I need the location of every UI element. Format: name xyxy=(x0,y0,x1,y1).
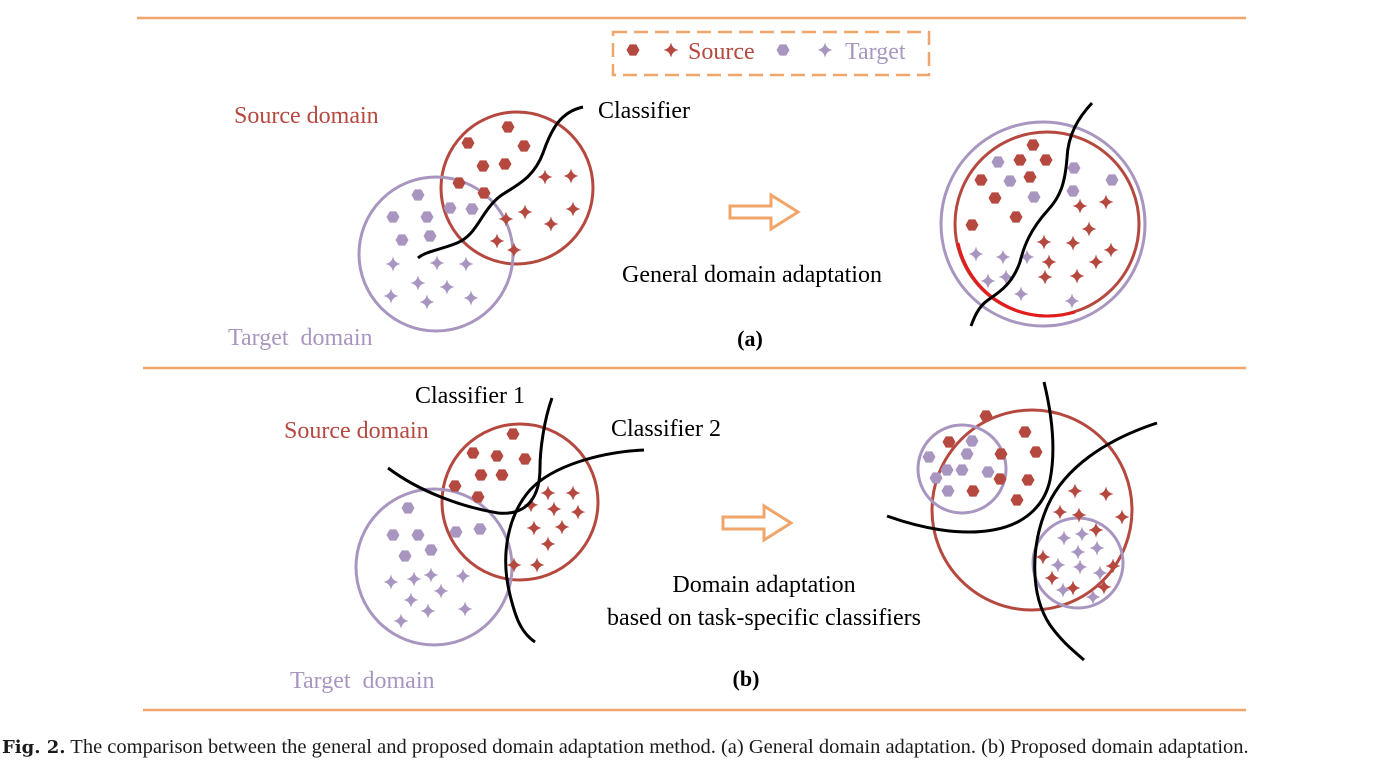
figure-caption: Fig. 2. The comparison between the gener… xyxy=(2,736,1378,759)
legend-source-label: Source xyxy=(688,39,755,65)
panel-a: Source domain Target domain Classifier xyxy=(228,98,1147,351)
panel-b-classifier-2-label: Classifier 2 xyxy=(611,416,721,442)
figure-caption-text: The comparison between the general and p… xyxy=(70,736,1249,758)
source-hexagon-icon xyxy=(626,44,640,56)
panel-b-adapted-classifier-1-boundary xyxy=(886,381,1055,534)
panel-b-adapted-target-stars xyxy=(1050,526,1108,605)
panel-a-target-domain-circle xyxy=(357,175,515,333)
panel-b-adapted-target-cluster-1 xyxy=(916,423,1008,515)
legend-box xyxy=(611,30,931,77)
panel-a-target-stars xyxy=(383,255,479,310)
panel-b-method-label-line2: based on task-specific classifiers xyxy=(607,605,921,631)
panel-a-adapted-target-stars xyxy=(968,246,1080,309)
legend-target-label: Target xyxy=(845,39,906,65)
panel-b-source-hexagons xyxy=(448,428,532,503)
panel-a-source-domain-circle xyxy=(439,110,595,266)
figure-caption-label: Fig. 2. xyxy=(2,737,66,758)
panel-a-adapted-target-hexagons xyxy=(991,156,1119,203)
panel-b-arrow-icon xyxy=(721,503,794,543)
panel-b-source-domain-circle xyxy=(440,422,600,582)
panel-b-target-hexagons xyxy=(386,502,487,562)
panel-b: Classifier 1 Classifier 2 Source domain … xyxy=(284,381,1158,694)
panel-b-panel-label: (b) xyxy=(733,666,760,691)
panel-b-adapted-classifier-2-boundary xyxy=(1033,421,1158,662)
panel-b-adapted-target-cluster-2 xyxy=(1031,516,1125,610)
target-hexagon-icon xyxy=(776,44,790,56)
panel-a-classifier-label: Classifier xyxy=(598,98,690,124)
panel-a-adapted-target-circle xyxy=(939,120,1147,328)
panel-a-method-label: General domain adaptation xyxy=(622,262,882,288)
panel-a-adapted-classifier-boundary xyxy=(969,101,1094,327)
legend: Source Target xyxy=(611,30,931,77)
panel-b-source-domain-label: Source domain xyxy=(284,418,429,444)
target-star-icon xyxy=(817,42,833,58)
panel-a-arrow-icon xyxy=(728,192,801,232)
panel-b-target-domain-label: Target domain xyxy=(290,668,435,694)
panel-b-adapted-source-circle xyxy=(930,408,1134,612)
panel-b-classifier-1-label: Classifier 1 xyxy=(415,383,525,409)
panel-b-target-stars xyxy=(383,567,473,629)
panel-b-classifier-2-boundary xyxy=(504,448,645,644)
panel-b-method-label-line1: Domain adaptation xyxy=(672,572,855,598)
panel-a-target-domain-label: Target domain xyxy=(228,325,373,351)
source-star-icon xyxy=(663,42,679,58)
panel-a-panel-label: (a) xyxy=(737,326,763,351)
panel-b-classifier-1-boundary xyxy=(387,397,554,515)
panel-a-mismatch-highlight xyxy=(956,242,1076,318)
panel-a-source-domain-label: Source domain xyxy=(234,103,379,129)
panel-a-classifier-boundary xyxy=(417,105,584,260)
